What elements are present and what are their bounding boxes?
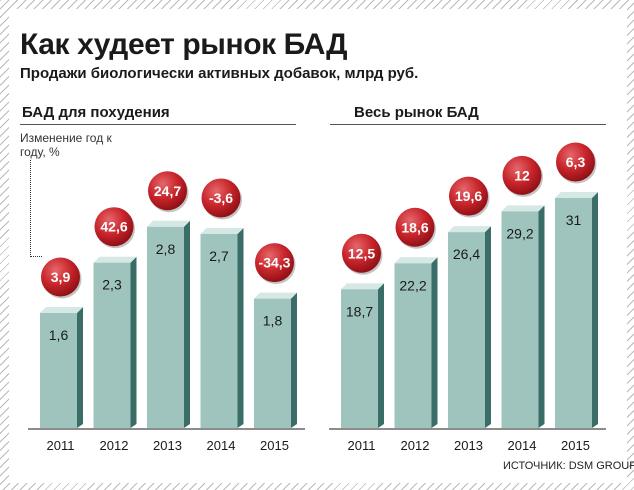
- change-label: 24,7: [154, 183, 181, 199]
- chart-title: Как худеет рынок БАД: [20, 28, 348, 61]
- change-label: 19,6: [455, 188, 482, 204]
- change-bubble: [255, 243, 294, 283]
- left-chart-title: БАД для похудения: [22, 104, 170, 121]
- change-bubble: [556, 142, 595, 182]
- change-label: -3,6: [209, 190, 233, 206]
- bar-side: [77, 307, 83, 428]
- change-label: 12: [514, 167, 530, 183]
- change-bubble: [41, 257, 80, 297]
- bar-group: 31 2015 6,3: [555, 142, 598, 453]
- bar-group: 1,8 2015 -34,3: [254, 243, 297, 453]
- left-title-divider: [20, 124, 296, 125]
- change-bubble: [94, 207, 134, 247]
- bar-top: [555, 192, 598, 198]
- bar-top: [448, 226, 491, 233]
- bar-side: [237, 227, 244, 428]
- bar-value-label: 2,8: [156, 241, 176, 257]
- bar-side: [378, 283, 384, 428]
- change-bubble: [395, 207, 435, 247]
- bar-side: [592, 192, 598, 428]
- change-label: 3,9: [51, 269, 71, 285]
- bar-group: 18,7 2011 12,5: [341, 233, 384, 453]
- x-tick-label: 2014: [207, 438, 236, 453]
- bar-value-label: 2,3: [102, 277, 122, 293]
- bar-value-label: 1,8: [263, 313, 283, 329]
- change-label: 42,6: [100, 219, 127, 235]
- bar-side: [184, 220, 190, 428]
- x-tick-label: 2015: [561, 438, 590, 453]
- bar: [93, 262, 131, 428]
- bar-group: 2,3 2012 42,6: [93, 207, 137, 453]
- bar: [555, 198, 592, 428]
- x-tick-label: 2013: [153, 438, 182, 453]
- bar-top: [93, 256, 137, 263]
- right-title-divider: [330, 124, 606, 125]
- bar-value-label: 29,2: [506, 225, 533, 241]
- bar: [147, 226, 184, 428]
- bar-value-label: 22,2: [399, 277, 426, 293]
- bar-side: [431, 257, 438, 428]
- x-tick-label: 2011: [47, 438, 75, 453]
- bar-top: [40, 307, 83, 313]
- bar: [341, 289, 378, 428]
- change-label: 12,5: [348, 245, 375, 261]
- bar-top: [200, 227, 244, 234]
- change-bubble: [148, 171, 187, 211]
- bar-value-label: 1,6: [49, 327, 69, 343]
- change-bubble: [449, 176, 488, 216]
- source-label: ИСТОЧНИК: DSM GROUP: [503, 460, 634, 472]
- bar-side: [291, 292, 297, 428]
- bar-group: 29,2 2014 12: [501, 155, 545, 453]
- bar-group: 26,4 2013 19,6: [448, 176, 491, 453]
- bar-value-label: 2,7: [209, 248, 229, 264]
- bar: [394, 263, 432, 428]
- bar-top: [254, 292, 297, 299]
- bar: [501, 211, 539, 428]
- x-tick-label: 2014: [508, 438, 537, 453]
- bar-side: [130, 256, 137, 428]
- change-note: Изменение год к году, %: [20, 131, 112, 159]
- bar: [40, 313, 77, 428]
- change-label: 6,3: [566, 154, 586, 170]
- bar: [254, 298, 291, 428]
- bar-side: [485, 226, 491, 428]
- bar-value-label: 18,7: [346, 303, 373, 319]
- bar-value-label: 26,4: [453, 246, 480, 262]
- change-label: 18,6: [401, 219, 428, 235]
- bar: [200, 233, 238, 428]
- bar-group: 22,2 2012 18,6: [394, 207, 438, 453]
- x-tick-label: 2013: [454, 438, 483, 453]
- bar-side: [538, 205, 545, 428]
- bar-top: [147, 220, 190, 227]
- change-label: -34,3: [259, 255, 291, 271]
- x-tick-label: 2011: [348, 438, 376, 453]
- bar-group: 1,6 2011 3,9: [40, 257, 83, 453]
- bar-group: 2,8 2013 24,7: [147, 171, 190, 453]
- note-pointer-line: [30, 160, 42, 257]
- chart-subtitle: Продажи биологически активных добавок, м…: [20, 65, 419, 82]
- bar-top: [501, 205, 545, 212]
- x-tick-label: 2015: [260, 438, 289, 453]
- bar-top: [341, 283, 384, 290]
- bar: [448, 232, 485, 428]
- x-tick-label: 2012: [100, 438, 129, 453]
- right-chart-title: Весь рынок БАД: [354, 104, 479, 121]
- bar-group: 2,7 2014 -3,6: [200, 178, 244, 453]
- x-tick-label: 2012: [401, 438, 430, 453]
- change-bubble: [201, 178, 241, 218]
- bar-top: [394, 257, 438, 264]
- bar-value-label: 31: [566, 212, 582, 228]
- change-bubble: [342, 233, 381, 273]
- change-bubble: [502, 155, 542, 195]
